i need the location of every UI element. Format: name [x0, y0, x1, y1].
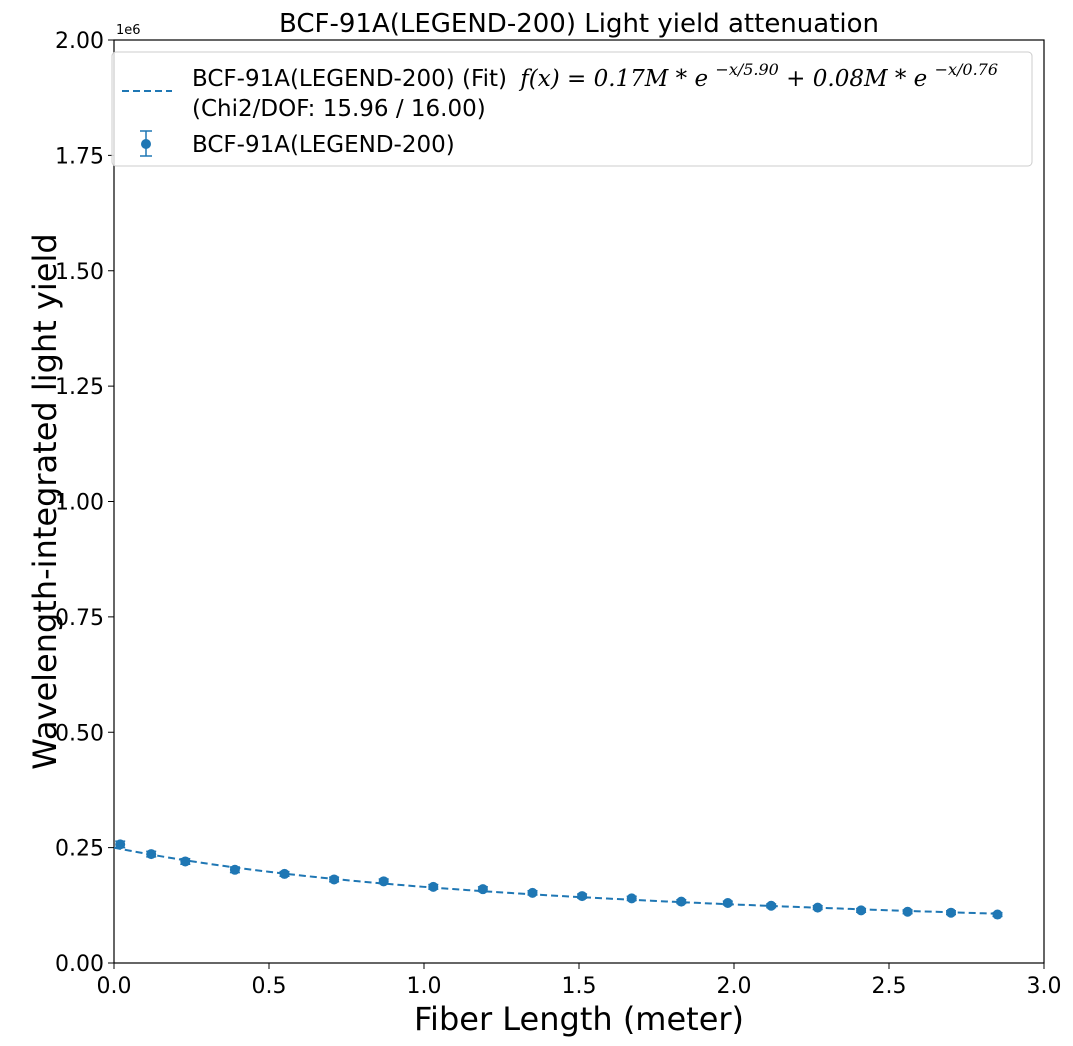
data-point — [428, 881, 439, 892]
x-axis: 0.0 0.5 1.0 1.5 2.0 2.5 3.0 — [97, 963, 1062, 999]
legend-fit-formula-prefix: f(x) = 0.17M * e — [518, 66, 708, 92]
y-tick-label: 1.75 — [55, 144, 104, 169]
y-tick-label: 1.25 — [55, 375, 104, 400]
x-tick-label: 1.5 — [562, 974, 597, 999]
x-tick-label: 0.0 — [97, 974, 132, 999]
data-marker — [902, 906, 913, 917]
y-tick-label: 1.50 — [55, 260, 104, 285]
y-axis: 0.00 0.25 0.50 0.75 1.00 1.25 1.50 1.75 2.00 — [55, 29, 114, 977]
data-marker — [428, 881, 439, 892]
y-tick-label: 0.75 — [55, 606, 104, 631]
data-marker — [329, 874, 340, 885]
legend-fit-formula-exp2: −x/0.76 — [935, 60, 998, 79]
data-marker — [856, 905, 867, 916]
legend-fit-name: BCF-91A(LEGEND-200) (Fit) — [192, 66, 507, 92]
data-marker — [626, 893, 637, 904]
legend-fit-chi2: (Chi2/DOF: 15.96 / 16.00) — [192, 96, 486, 122]
data-point — [902, 906, 913, 917]
data-point — [992, 909, 1003, 920]
data-point — [766, 900, 777, 911]
y-tick-label: 0.25 — [55, 837, 104, 862]
data-points — [115, 839, 1003, 920]
data-marker — [229, 864, 240, 875]
x-axis-title: Fiber Length (meter) — [414, 1000, 744, 1038]
data-point — [812, 902, 823, 913]
x-tick-label: 2.5 — [872, 974, 907, 999]
plot-frame — [113, 39, 1045, 964]
data-point — [946, 907, 956, 918]
data-point — [477, 884, 488, 895]
data-marker — [115, 839, 126, 850]
data-marker — [279, 868, 290, 879]
data-marker — [477, 884, 488, 895]
data-point — [329, 874, 340, 885]
data-marker — [146, 849, 157, 860]
legend-fit-formula-exp1: −x/5.90 — [715, 60, 778, 79]
data-point — [527, 887, 538, 898]
data-point — [722, 898, 733, 909]
data-point — [146, 849, 157, 860]
data-marker — [766, 900, 777, 911]
data-marker — [676, 896, 687, 907]
data-marker — [577, 891, 588, 902]
data-point — [577, 891, 588, 902]
fit-layer — [113, 846, 998, 915]
legend-data-swatch — [140, 130, 152, 157]
data-point — [279, 868, 290, 879]
legend: BCF-91A(LEGEND-200) (Fit) f(x) = 0.17M *… — [111, 51, 1033, 167]
data-point — [229, 864, 240, 875]
legend-data-label: BCF-91A(LEGEND-200) — [192, 132, 455, 158]
data-marker — [992, 909, 1003, 920]
data-point — [180, 856, 191, 867]
legend-box — [111, 51, 1033, 167]
x-tick-label: 1.0 — [407, 974, 442, 999]
y-tick-label: 2.00 — [55, 29, 104, 54]
y-axis-title: Wavelength-integrated light yield — [26, 233, 64, 769]
data-point — [676, 896, 687, 907]
y-tick-label: 1.00 — [55, 491, 104, 516]
data-marker — [946, 907, 956, 918]
chart-title: BCF-91A(LEGEND-200) Light yield attenuat… — [279, 9, 879, 39]
plot-area — [113, 39, 1045, 964]
x-tick-label: 3.0 — [1027, 974, 1062, 999]
data-point — [626, 893, 637, 904]
y-tick-label: 0.00 — [55, 952, 104, 977]
data-marker — [527, 887, 538, 898]
legend-marker — [141, 139, 151, 149]
legend-fit-formula-mid: + 0.08M * e — [786, 66, 927, 92]
x-tick-label: 0.5 — [252, 974, 287, 999]
data-point — [378, 876, 389, 887]
data-marker — [378, 876, 389, 887]
y-offset-label: 1e6 — [116, 23, 141, 38]
y-tick-label: 0.50 — [55, 721, 104, 746]
x-tick-label: 2.0 — [717, 974, 752, 999]
data-marker — [180, 856, 191, 867]
data-marker — [812, 902, 823, 913]
data-point — [856, 905, 867, 916]
legend-fit-label: BCF-91A(LEGEND-200) (Fit) f(x) = 0.17M *… — [192, 55, 998, 92]
fit-curve — [113, 846, 998, 915]
data-marker — [722, 898, 733, 909]
data-point — [115, 839, 126, 850]
